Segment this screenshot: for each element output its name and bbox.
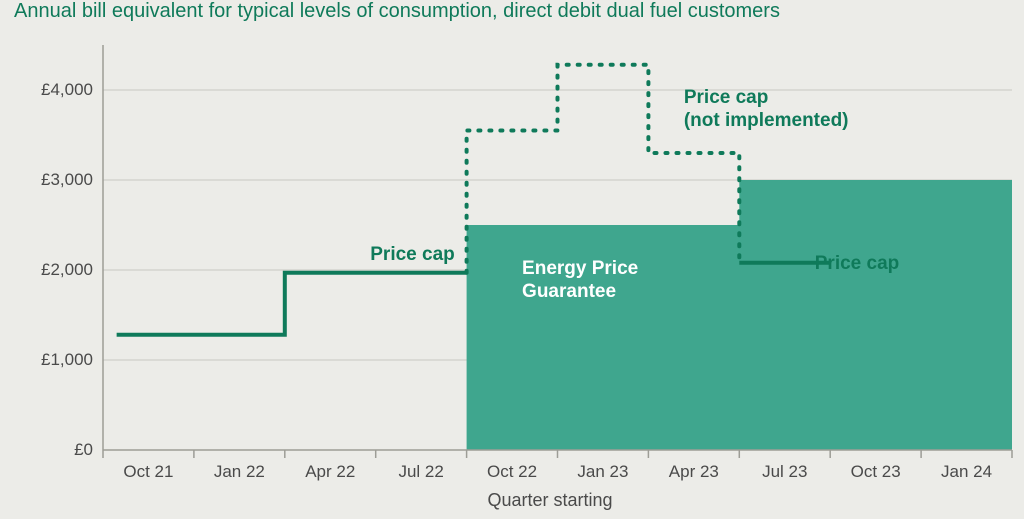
annotation-epg_label: Energy Price Guarantee	[522, 257, 638, 305]
y-tick-label: £1,000	[23, 350, 93, 370]
x-tick-label: Apr 23	[669, 462, 719, 482]
x-tick-label: Jan 23	[577, 462, 628, 482]
annotation-price_cap_not_impl: Price cap (not implemented)	[684, 86, 849, 134]
y-tick-label: £3,000	[23, 170, 93, 190]
chart-title: Annual bill equivalent for typical level…	[14, 0, 780, 23]
chart-container: Annual bill equivalent for typical level…	[0, 0, 1024, 519]
x-tick-label: Oct 22	[487, 462, 537, 482]
annotation-price_cap_left: Price cap	[370, 243, 455, 267]
y-tick-label: £2,000	[23, 260, 93, 280]
x-tick-label: Jan 24	[941, 462, 992, 482]
price-cap-solid-line-0	[117, 273, 467, 335]
x-axis-title: Quarter starting	[488, 490, 613, 511]
x-tick-label: Oct 21	[123, 462, 173, 482]
x-tick-label: Oct 23	[851, 462, 901, 482]
x-tick-label: Jan 22	[214, 462, 265, 482]
x-tick-label: Jul 23	[762, 462, 807, 482]
x-tick-label: Apr 22	[305, 462, 355, 482]
y-tick-label: £0	[23, 440, 93, 460]
annotation-price_cap_right: Price cap	[815, 252, 900, 276]
x-tick-label: Jul 22	[398, 462, 443, 482]
y-tick-label: £4,000	[23, 80, 93, 100]
